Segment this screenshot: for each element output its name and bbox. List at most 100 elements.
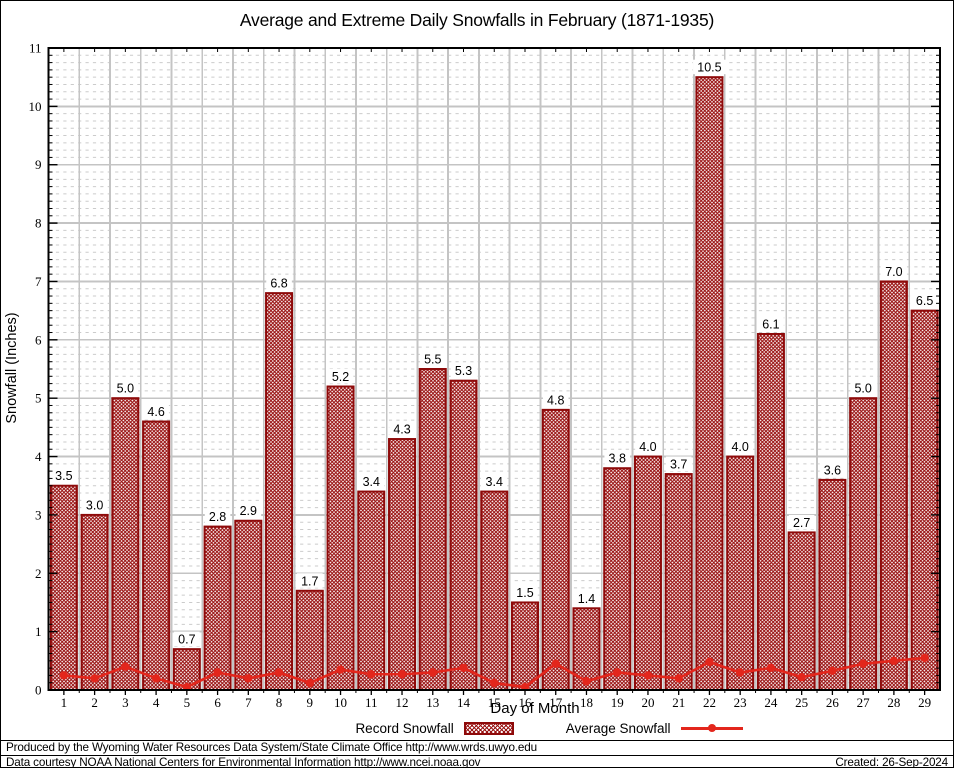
average-point-day-28 (889, 656, 899, 666)
x-tick-label: 9 (307, 695, 314, 710)
footer-courtesy-row: Data courtesy NOAA National Centers for … (1, 755, 953, 768)
chart-title: Average and Extreme Daily Snowfalls in F… (239, 10, 715, 30)
average-point-day-20 (643, 671, 653, 680)
bar-value-bg (881, 263, 907, 279)
legend: Record Snowfall Average Snowfall (73, 720, 953, 737)
bar-value-label: 5.3 (455, 364, 472, 378)
footer-data-courtesy: Data courtesy NOAA National Centers for … (6, 756, 481, 768)
x-tick-label: 18 (580, 695, 593, 710)
average-point-day-23 (735, 668, 745, 677)
y-tick-label: 10 (29, 99, 42, 114)
bar-day-16 (510, 601, 539, 691)
bar-value-bg (389, 421, 415, 437)
bar-value-label: 2.8 (209, 510, 226, 524)
x-tick-label: 29 (918, 695, 931, 710)
x-tick-label: 20 (641, 695, 654, 710)
bar-value-bg (481, 474, 508, 489)
y-tick-label: 7 (35, 274, 42, 289)
bar-value-bg (819, 462, 846, 477)
bar-value-label: 10.5 (697, 61, 721, 75)
bar-day-14 (449, 379, 478, 691)
footer-produced-by-row: Produced by the Wyoming Water Resources … (1, 740, 953, 754)
bar-value-bg (327, 369, 354, 384)
y-tick-label: 8 (35, 216, 42, 231)
bar-value-bg (358, 474, 385, 489)
bar-value-label: 5.0 (854, 382, 871, 396)
x-tick-label: 28 (887, 695, 900, 710)
y-tick-label: 5 (35, 391, 42, 406)
x-tick-label: 22 (703, 695, 716, 710)
bar-value-bg (693, 59, 726, 75)
average-point-day-10 (336, 665, 345, 674)
bar-day-15 (480, 490, 509, 691)
bar-value-label: 2.7 (793, 516, 810, 530)
bar-value-label: 3.5 (55, 469, 72, 483)
legend-average-label: Average Snowfall (565, 721, 671, 736)
bar-value-label: 4.6 (147, 405, 164, 419)
average-point-day-6 (213, 668, 222, 677)
average-point-day-22 (705, 657, 714, 667)
x-tick-label: 5 (184, 695, 191, 710)
x-tick-label: 2 (91, 695, 98, 710)
x-tick-label: 11 (365, 695, 378, 710)
y-tick-label: 4 (35, 449, 42, 464)
legend-record-item: Record Snowfall (355, 721, 514, 736)
average-point-day-3 (121, 662, 130, 671)
bar-value-bg (850, 380, 876, 396)
x-tick-label: 25 (795, 695, 808, 710)
bar-value-bg (112, 380, 139, 396)
average-point-day-29 (920, 653, 929, 663)
bar-value-bg (727, 439, 753, 454)
created-date: Created: 26-Sep-2024 (835, 756, 948, 768)
bar-value-bg (419, 351, 446, 366)
y-tick-label: 1 (35, 624, 42, 639)
average-point-day-25 (797, 672, 806, 682)
bar-day-23 (726, 455, 755, 691)
bar-value-label: 3.4 (486, 475, 503, 489)
average-snowfall-marker (680, 724, 743, 733)
bar-value-bg (665, 456, 692, 472)
x-tick-label: 6 (214, 695, 221, 710)
bar-day-6 (203, 525, 232, 692)
bar-day-27 (849, 397, 878, 691)
bar-day-19 (603, 467, 632, 691)
bar-value-label: 4.0 (639, 440, 656, 454)
x-tick-label: 12 (396, 695, 409, 710)
x-tick-label: 15 (488, 695, 501, 710)
x-tick-label: 4 (153, 695, 160, 710)
x-tick-label: 23 (734, 695, 747, 710)
bar-value-bg (81, 497, 108, 512)
record-snowfall-swatch (463, 722, 514, 735)
bar-value-bg (512, 584, 538, 600)
x-tick-label: 27 (857, 695, 871, 710)
average-point-day-16 (520, 682, 530, 692)
bar-day-1 (49, 484, 78, 691)
bar-day-20 (633, 455, 662, 691)
bar-day-11 (357, 490, 386, 691)
bar-value-bg (204, 509, 231, 524)
bar-day-26 (818, 478, 847, 691)
bar-value-label: 5.2 (332, 370, 349, 384)
bar-value-label: 6.8 (270, 277, 287, 291)
bar-day-4 (142, 420, 171, 691)
bar-day-25 (787, 531, 816, 691)
y-tick-label: 3 (35, 507, 42, 522)
bar-value-label: 4.3 (393, 423, 410, 437)
average-point-day-7 (244, 674, 253, 683)
bar-day-13 (418, 368, 447, 691)
x-tick-label: 26 (826, 695, 840, 710)
bar-value-bg (542, 392, 569, 407)
bar-value-bg (297, 573, 323, 588)
bar-value-label: 3.0 (86, 498, 103, 512)
bar-day-7 (234, 519, 263, 692)
bar-value-label: 7.0 (885, 265, 902, 279)
x-tick-label: 13 (426, 695, 439, 710)
bar-value-label: 1.5 (516, 586, 533, 600)
bar-day-21 (664, 473, 693, 691)
x-tick-label: 1 (61, 695, 68, 710)
bar-value-label: 5.5 (424, 353, 441, 367)
bar-value-bg (758, 316, 784, 331)
bar-day-2 (80, 513, 109, 692)
bar-value-bg (604, 450, 631, 466)
